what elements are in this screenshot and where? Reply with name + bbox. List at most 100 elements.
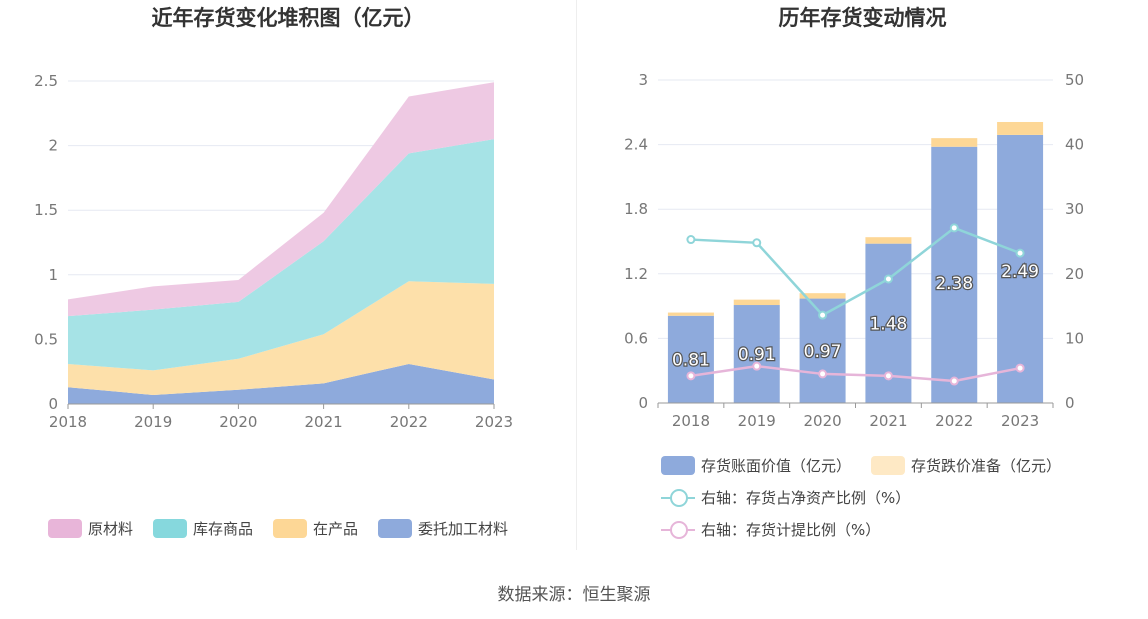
legend-swatch [661,456,695,475]
line-point[interactable] [752,238,762,248]
x-tick-label: 2018 [672,412,710,430]
bar-impairment[interactable] [667,312,714,316]
x-tick-label: 2020 [803,412,841,430]
y2-tick-label: 0 [1065,394,1075,412]
right-legend-row-2: 右轴：存货占净资产比例（%） [661,487,930,508]
legend-label: 存货账面价值（亿元） [701,457,852,475]
legend-swatch [871,456,906,475]
bar-value-label: 1.48 [869,314,907,334]
y-tick-label: 0.5 [34,330,58,348]
data-source: 数据来源：恒生聚源 [497,585,651,605]
y-tick-label: 1.5 [34,201,58,219]
bar-value-label: 0.97 [804,342,842,362]
x-tick-label: 2018 [49,413,87,431]
area-series-3[interactable] [68,82,494,317]
bar-book-value[interactable] [733,305,780,403]
legend-label: 库存商品 [193,520,254,538]
legend-swatch [153,519,188,538]
legend-swatch [273,519,308,538]
line-point[interactable] [752,361,762,371]
left-chart-legend: 原材料 库存商品 在产品 委托加工材料 [48,518,528,539]
legend-line-swatch [661,488,695,507]
x-tick-label: 2021 [305,413,343,431]
panel-divider [576,0,577,550]
y2-tick-label: 20 [1065,265,1084,283]
legend-item-0[interactable]: 原材料 [48,518,133,539]
line-series-1[interactable] [690,364,1021,383]
y2-tick-label: 40 [1065,136,1084,154]
right-legend-row-3: 右轴：存货计提比例（%） [661,519,900,540]
right-chart-panel: 历年存货变动情况 0 0.6 1.2 1.8 2.4 3 0 10 20 30 40 50 2018 20… [577,0,1148,560]
y-tick-label: 1.8 [624,200,648,218]
line-point[interactable] [949,223,959,233]
line-point[interactable] [686,371,696,381]
legend-item-2[interactable]: 在产品 [273,518,358,539]
legend-item-line-net-asset-ratio[interactable]: 右轴：存货占净资产比例（%） [661,487,910,508]
legend-label: 右轴：存货计提比例（%） [701,521,881,539]
legend-item-bar-book-value[interactable]: 存货账面价值（亿元） [661,455,851,476]
bar-value-label: 0.81 [672,350,710,370]
bar-impairment[interactable] [799,293,846,299]
x-tick-label: 2019 [134,413,172,431]
bar-impairment[interactable] [865,237,912,244]
y-tick-label: 2.4 [624,136,648,154]
x-tick-label: 2021 [869,412,907,430]
line-point[interactable] [818,310,828,320]
line-point[interactable] [818,369,828,379]
area-series-1[interactable] [68,281,494,395]
x-tick-label: 2023 [1001,412,1039,430]
y-tick-label: 0 [638,394,648,412]
legend-label: 存货跌价准备（亿元） [911,457,1062,475]
bar-impairment[interactable] [733,299,780,306]
legend-item-bar-impairment[interactable]: 存货跌价准备（亿元） [871,455,1061,476]
x-tick-label: 2022 [935,412,973,430]
legend-item-line-provision-ratio[interactable]: 右轴：存货计提比例（%） [661,519,880,540]
line-point[interactable] [883,274,893,284]
y2-tick-label: 10 [1065,329,1084,347]
y-tick-label: 0 [48,395,58,413]
legend-swatch [378,519,413,538]
line-point[interactable] [949,376,959,386]
x-tick-label: 2023 [475,413,513,431]
y2-tick-label: 30 [1065,200,1084,218]
legend-item-1[interactable]: 库存商品 [153,518,253,539]
y-tick-label: 1.2 [624,265,648,283]
x-tick-label: 2019 [738,412,776,430]
y-tick-label: 3 [638,71,648,89]
legend-item-3[interactable]: 委托加工材料 [378,518,508,539]
y-tick-label: 2.5 [34,72,58,90]
bar-impairment[interactable] [931,138,978,147]
legend-label: 右轴：存货占净资产比例（%） [701,489,911,507]
legend-label: 委托加工材料 [418,520,509,538]
y-tick-label: 1 [48,266,58,284]
legend-label: 在产品 [313,520,359,538]
x-tick-label: 2020 [219,413,257,431]
bar-impairment[interactable] [997,121,1044,135]
line-point[interactable] [686,235,696,245]
right-legend-row-1: 存货账面价值（亿元） 存货跌价准备（亿元） [661,455,1081,476]
bar-book-value[interactable] [667,315,714,403]
legend-label: 原材料 [88,520,134,538]
x-tick-label: 2022 [390,413,428,431]
line-series-0[interactable] [690,226,1021,317]
left-chart-panel: 近年存货变化堆积图（亿元） 0 0.5 1 1.5 2 2.5 2018 2019 2020 20… [0,0,576,560]
left-chart-svg: 0 0.5 1 1.5 2 2.5 2018 2019 2020 2021 2022 2023 [34,72,513,431]
right-chart-title: 历年存货变动情况 [778,6,947,30]
line-point[interactable] [1015,248,1025,258]
bar-value-label: 0.91 [738,345,776,365]
left-chart-title: 近年存货变化堆积图（亿元） [151,6,425,30]
area-series-0[interactable] [68,363,494,404]
line-point[interactable] [1015,363,1025,373]
bar-book-value[interactable] [997,134,1044,403]
line-point[interactable] [883,371,893,381]
legend-swatch [48,519,82,538]
y2-tick-label: 50 [1065,71,1084,89]
y-tick-label: 0.6 [624,329,648,347]
area-series-2[interactable] [68,139,494,371]
bar-book-value[interactable] [931,146,978,403]
bar-value-label: 2.38 [935,274,973,294]
bar-value-label: 2.49 [1001,262,1039,282]
y-tick-label: 2 [48,137,58,155]
legend-line-swatch [661,520,695,539]
